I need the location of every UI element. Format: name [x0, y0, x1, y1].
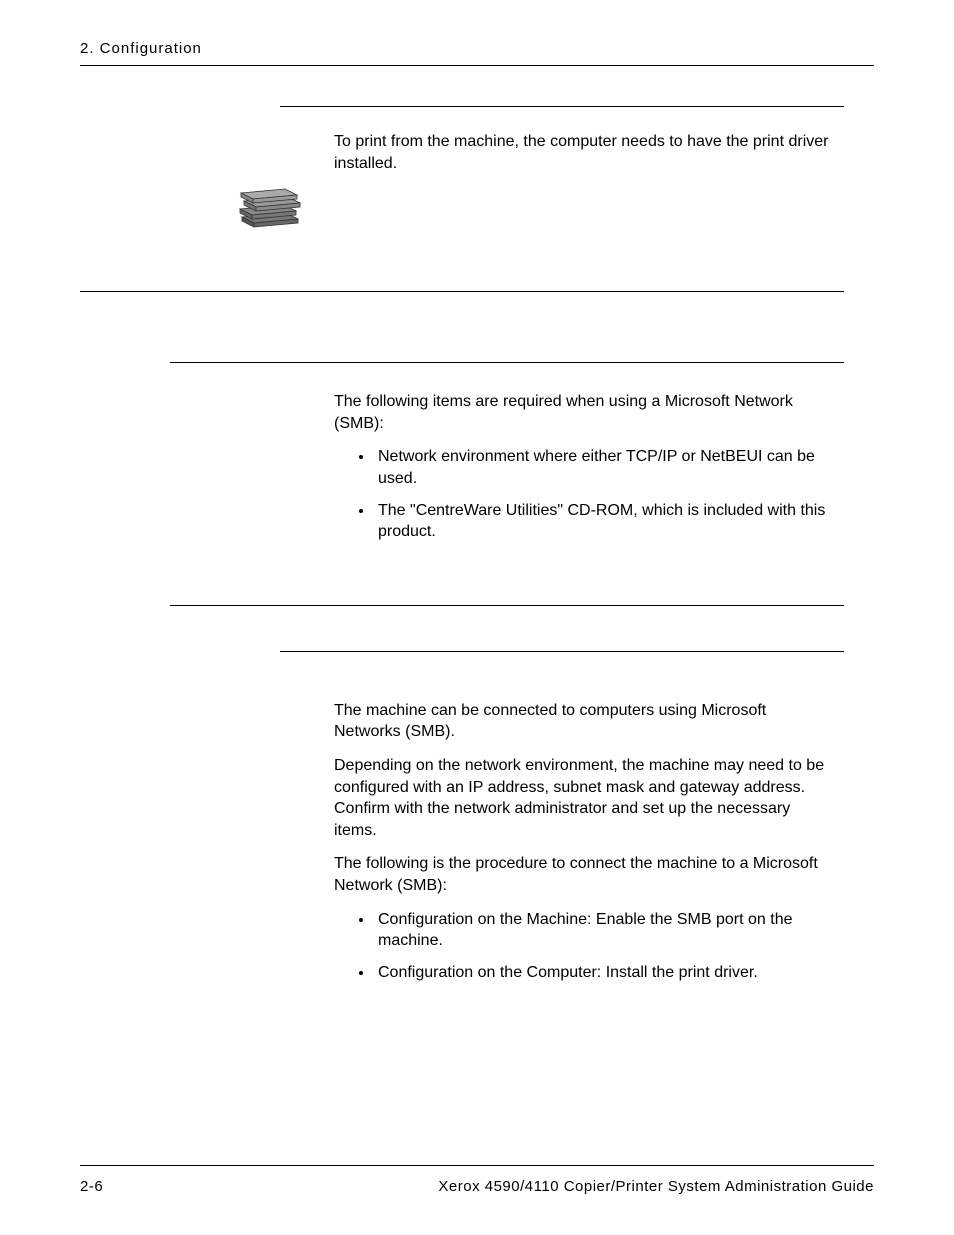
list-item: Configuration on the Computer: Install t…: [374, 962, 834, 984]
header-rule: [80, 65, 874, 66]
list-item: Network environment where either TCP/IP …: [374, 446, 834, 489]
page-footer: 2-6 Xerox 4590/4110 Copier/Printer Syste…: [80, 1165, 874, 1195]
books-stack-icon: [230, 175, 310, 235]
chapter-header: 2. Configuration: [80, 40, 874, 57]
list-item: The "CentreWare Utilities" CD-ROM, which…: [374, 500, 834, 543]
section-3-list: Configuration on the Machine: Enable the…: [374, 909, 834, 984]
page-number: 2-6: [80, 1178, 103, 1195]
section-2-list: Network environment where either TCP/IP …: [374, 446, 834, 542]
section-1-rule: [280, 106, 844, 107]
section-3-p3: The following is the procedure to connec…: [334, 853, 834, 896]
section-3-p1: The machine can be connected to computer…: [334, 700, 834, 743]
section-1-intro: To print from the machine, the computer …: [334, 131, 834, 174]
section-3-p2: Depending on the network environment, th…: [334, 755, 834, 841]
section-2-intro: The following items are required when us…: [334, 391, 834, 434]
footer-title: Xerox 4590/4110 Copier/Printer System Ad…: [438, 1178, 874, 1195]
list-item: Configuration on the Machine: Enable the…: [374, 909, 834, 952]
section-3-rule: [280, 651, 844, 652]
